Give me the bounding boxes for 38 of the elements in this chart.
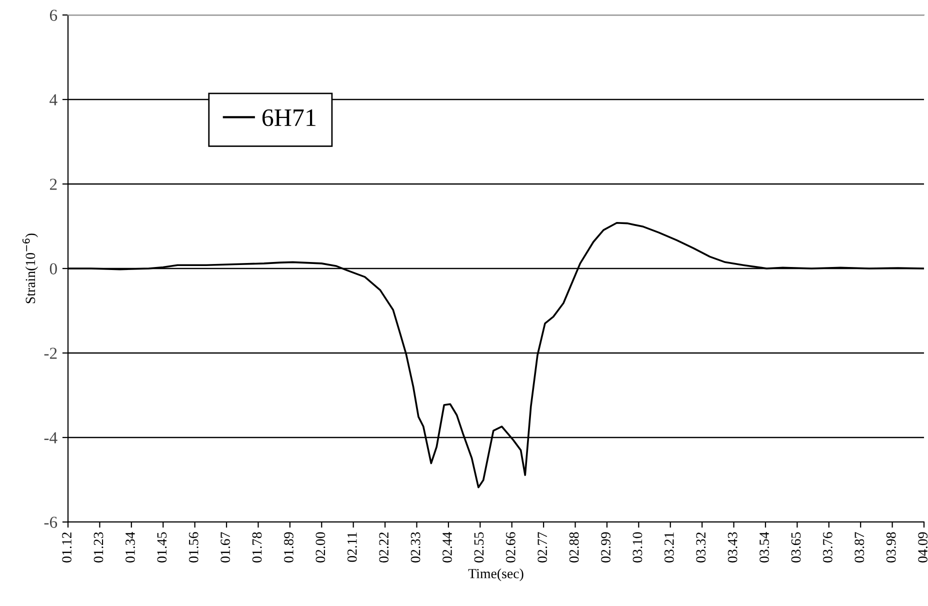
- x-tick-label: 03.43: [728, 532, 738, 562]
- x-tick-label: 01.34: [126, 532, 135, 562]
- y-tick-label: -2: [44, 348, 57, 359]
- y-axis-title: Strain(10$^{−6}$): [22, 234, 38, 304]
- x-tick-label: 03.98: [886, 532, 896, 562]
- x-tick-label: 02.99: [601, 532, 610, 562]
- x-tick-label: 02.77: [538, 532, 548, 562]
- x-tick-label: 02.22: [379, 532, 389, 562]
- x-tick-label: 03.10: [632, 532, 642, 562]
- x-tick-label: 01.78: [252, 532, 262, 562]
- y-tick-label: 4: [50, 94, 58, 106]
- x-tick-label: 01.56: [188, 532, 198, 562]
- y-tick-label: 6: [50, 10, 58, 21]
- legend-label: 6H71: [262, 109, 316, 126]
- x-tick-label: 03.32: [696, 532, 706, 562]
- x-tick-label: 03.21: [664, 532, 674, 562]
- x-tick-label: 01.67: [220, 532, 230, 562]
- y-tick-label: -4: [44, 432, 58, 444]
- x-tick-label: 01.12: [62, 532, 72, 562]
- x-tick-label: 03.76: [822, 532, 832, 562]
- x-tick-label: 02.11: [347, 532, 357, 562]
- x-tick-label: 01.89: [284, 532, 294, 562]
- y-tick-label: -6: [44, 516, 58, 528]
- x-tick-label: 01.23: [94, 532, 104, 562]
- x-tick-label: 02.88: [569, 532, 579, 562]
- x-tick-label: 02.66: [506, 532, 516, 562]
- x-tick-label: 01.45: [157, 532, 167, 562]
- x-tick-label: 03.87: [854, 532, 864, 562]
- y-tick-label: 2: [50, 178, 57, 190]
- x-tick-label: 02.44: [442, 532, 452, 562]
- x-tick-label: 04.09: [918, 532, 928, 562]
- x-tick-label: 02.00: [316, 532, 326, 562]
- y-tick-label: 0: [50, 263, 57, 274]
- x-tick-label: 03.65: [791, 532, 801, 562]
- x-tick-label: 02.33: [410, 532, 420, 562]
- x-axis-title: Time(sec): [468, 568, 524, 582]
- x-tick-label: 02.55: [474, 532, 484, 562]
- x-tick-label: 03.54: [760, 532, 770, 562]
